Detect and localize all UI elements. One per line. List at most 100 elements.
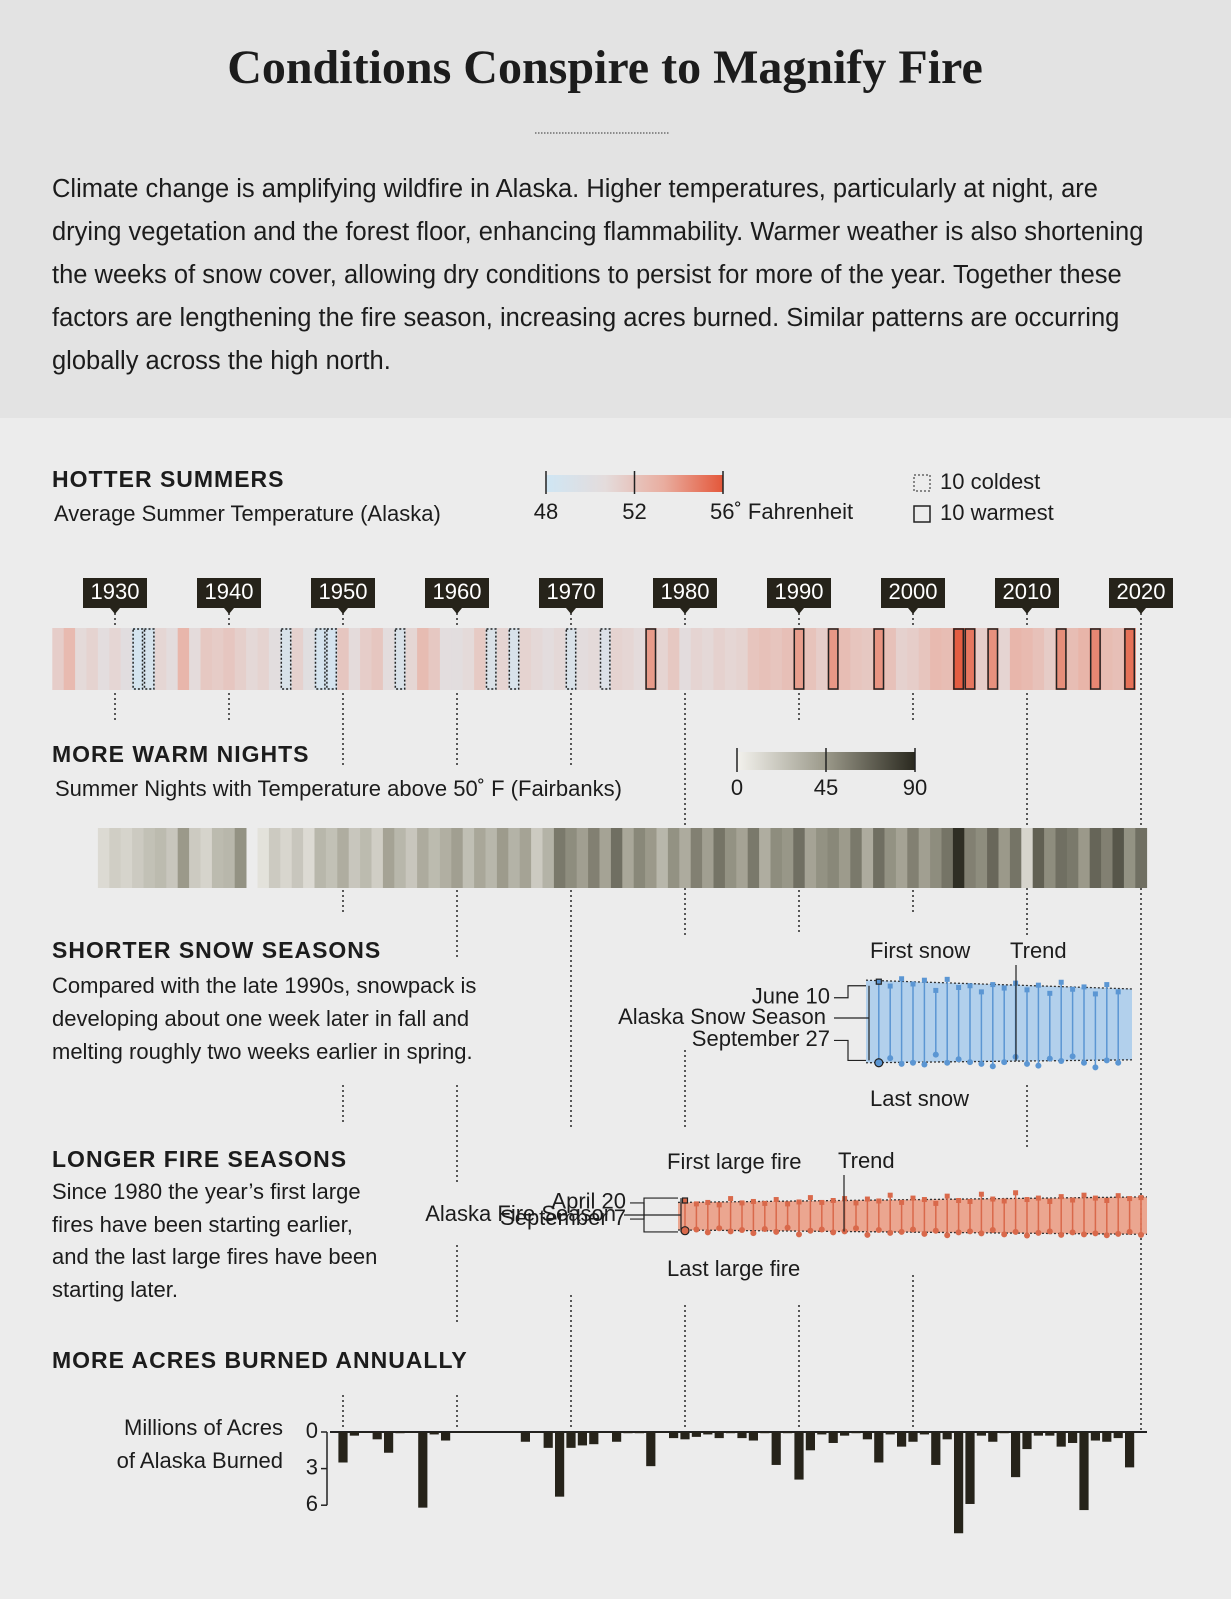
section-title: MORE WARM NIGHTS — [52, 741, 310, 767]
first-dot — [739, 1226, 745, 1233]
strip-cell — [200, 628, 213, 690]
bar — [543, 1432, 553, 1448]
strip-cell — [679, 828, 692, 888]
strip-cell — [998, 828, 1011, 888]
bar — [976, 1432, 986, 1436]
strip-cell — [211, 628, 224, 690]
strip-cell — [998, 628, 1011, 690]
bar — [874, 1432, 884, 1463]
first-dot — [864, 1231, 871, 1238]
strip-cell — [918, 828, 931, 888]
year-label-box — [881, 578, 945, 608]
year-label-box — [311, 578, 375, 608]
strip-cell — [1032, 628, 1045, 690]
strip-cell — [713, 628, 726, 690]
warmest-box — [987, 628, 999, 690]
strip-cell — [542, 828, 555, 888]
strip-cell — [120, 628, 133, 690]
y-tick-label: 6 — [306, 1491, 318, 1516]
strip-cell — [1123, 628, 1136, 690]
last-dot — [875, 978, 882, 985]
strip-cell — [827, 628, 840, 690]
trend-band — [866, 980, 1132, 1063]
bar — [623, 1432, 633, 1434]
y-axis-label: Millions of Acres — [124, 1415, 283, 1440]
strip-cell — [850, 828, 863, 888]
strip-cell — [1055, 828, 1068, 888]
strip-cell — [838, 828, 851, 888]
first-dot — [978, 1230, 985, 1237]
y-tick — [834, 985, 866, 999]
strip-cell — [166, 628, 179, 690]
first-dot — [1092, 1230, 1099, 1237]
last-dot — [853, 1200, 859, 1206]
first-dot — [716, 1225, 723, 1232]
strip-cell — [405, 628, 418, 690]
last-dot — [944, 976, 950, 982]
last-dot — [1092, 991, 1098, 997]
first-dot — [750, 1230, 757, 1237]
last-dot — [1127, 1196, 1133, 1202]
header-background — [0, 0, 1231, 418]
warmest-box — [793, 628, 805, 690]
strip-cell — [394, 628, 407, 690]
strip-cell — [610, 628, 623, 690]
strip-cell — [348, 828, 361, 888]
strip-cell — [1078, 828, 1091, 888]
strip-cell — [884, 828, 897, 888]
last-dot — [819, 1199, 825, 1205]
y-axis-label: of Alaska Burned — [117, 1448, 283, 1473]
first-dot — [1126, 1228, 1133, 1235]
strip-cell — [736, 828, 749, 888]
strip-cell — [325, 828, 338, 888]
strip-cell — [679, 628, 692, 690]
strip-cell — [793, 628, 806, 690]
first-dot — [1001, 1059, 1008, 1066]
strip-cell — [1101, 628, 1113, 690]
strip-cell — [75, 628, 87, 690]
strip-cell — [109, 828, 122, 888]
strip-cell — [1032, 828, 1045, 888]
first-dot — [898, 1228, 905, 1235]
first-dot — [1092, 1064, 1099, 1071]
strip-cell — [884, 628, 897, 690]
bar — [600, 1432, 610, 1433]
first-dot — [967, 1059, 973, 1066]
strip-cell — [599, 828, 612, 888]
first-dot — [955, 1229, 962, 1236]
bar — [395, 1432, 405, 1434]
strip-cell — [1066, 828, 1079, 888]
year-label-box — [83, 578, 147, 608]
first-dot — [967, 1228, 973, 1235]
bar — [429, 1432, 439, 1435]
last-dot — [1115, 1193, 1121, 1199]
strip-cell — [314, 828, 327, 888]
strip-cell — [952, 828, 965, 888]
strip-cell — [496, 828, 509, 888]
y-tick — [630, 1202, 678, 1233]
first-dot — [761, 1226, 768, 1233]
strip-cell — [759, 628, 771, 690]
first-dot — [1069, 1229, 1076, 1236]
last-dot — [990, 1196, 996, 1202]
strip-cell — [599, 628, 612, 690]
first-dot — [773, 1228, 780, 1235]
section-title: MORE ACRES BURNED ANNUALLY — [52, 1347, 468, 1373]
description: Climate change is amplifying wildfire in… — [52, 175, 1144, 375]
first-dot — [910, 1059, 916, 1066]
strip-cell — [291, 628, 304, 690]
bar — [942, 1432, 952, 1440]
warmest-box — [645, 628, 657, 690]
strip-cell — [109, 628, 122, 690]
strip-cell — [964, 828, 977, 888]
legend-icon-warmest — [913, 505, 931, 523]
strip-cell — [1123, 828, 1136, 888]
last-dot — [773, 1197, 779, 1203]
last-dot — [705, 1199, 711, 1205]
warmest-box — [1124, 628, 1136, 690]
first-dot — [989, 1063, 996, 1070]
year-label-pointer — [1136, 608, 1146, 614]
last-dot — [944, 1193, 950, 1199]
bar — [577, 1432, 587, 1446]
strip-cell — [314, 628, 327, 690]
